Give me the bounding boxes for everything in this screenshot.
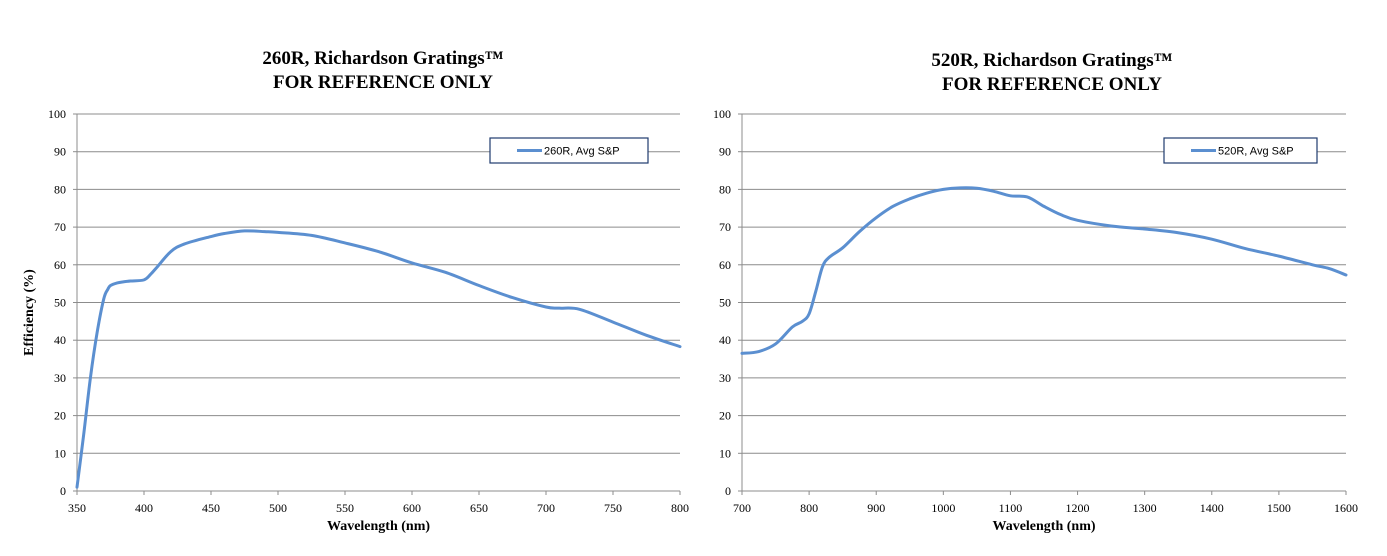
y-tick-label: 80 <box>54 182 66 196</box>
x-tick-label: 1500 <box>1267 501 1291 515</box>
x-tick-label: 750 <box>604 501 622 515</box>
x-tick-label: 650 <box>470 501 488 515</box>
y-tick-label: 0 <box>725 484 731 498</box>
y-tick-label: 80 <box>719 182 731 196</box>
x-tick-label: 1300 <box>1133 501 1157 515</box>
chart-title: 260R, Richardson Gratings™ <box>262 48 503 69</box>
y-tick-label: 90 <box>54 145 66 159</box>
chart-260r: 260R, Richardson Gratings™ FOR REFERENCE … <box>22 48 689 534</box>
legend: 260R, Avg S&P <box>489 137 649 164</box>
x-tick-label: 500 <box>269 501 287 515</box>
x-tick-label: 700 <box>537 501 555 515</box>
y-tick-label: 20 <box>54 409 66 423</box>
y-tick-label: 60 <box>54 258 66 272</box>
chart-subtitle: FOR REFERENCE ONLY <box>942 74 1162 95</box>
x-tick-label: 1600 <box>1334 501 1358 515</box>
y-tick-label: 0 <box>60 484 66 498</box>
x-tick-label: 800 <box>671 501 689 515</box>
x-tick-label: 600 <box>403 501 421 515</box>
y-tick-label: 30 <box>719 371 731 385</box>
y-tick-label: 40 <box>54 333 66 347</box>
y-tick-label: 70 <box>719 220 731 234</box>
legend-box <box>489 137 649 164</box>
y-tick-label: 40 <box>719 333 731 347</box>
y-tick-label: 10 <box>54 446 66 460</box>
legend: 520R, Avg S&P <box>1163 137 1318 164</box>
y-axis-title: Efficiency (%) <box>22 269 37 356</box>
y-tick-label: 100 <box>48 107 66 121</box>
x-tick-label: 800 <box>800 501 818 515</box>
x-tick-label: 1000 <box>931 501 955 515</box>
x-tick-label: 700 <box>733 501 751 515</box>
y-tick-label: 100 <box>713 107 731 121</box>
chart-title: 520R, Richardson Gratings™ <box>931 50 1172 71</box>
x-tick-label: 900 <box>867 501 885 515</box>
y-tick-label: 90 <box>719 145 731 159</box>
x-tick-label: 1400 <box>1200 501 1224 515</box>
y-tick-label: 30 <box>54 371 66 385</box>
series-line <box>75 229 682 489</box>
legend-label: 520R, Avg S&P <box>1218 146 1294 158</box>
y-tick-label: 20 <box>719 409 731 423</box>
legend-box <box>1163 137 1318 164</box>
x-axis-title: Wavelength (nm) <box>327 519 430 534</box>
x-axis-title: Wavelength (nm) <box>992 519 1095 534</box>
x-tick-label: 450 <box>202 501 220 515</box>
x-tick-label: 400 <box>135 501 153 515</box>
y-tick-label: 60 <box>719 258 731 272</box>
x-tick-label: 550 <box>336 501 354 515</box>
x-tick-label: 1100 <box>999 501 1023 515</box>
chart-subtitle: FOR REFERENCE ONLY <box>273 72 493 93</box>
y-tick-label: 70 <box>54 220 66 234</box>
y-tick-label: 50 <box>719 296 731 310</box>
x-tick-label: 1200 <box>1066 501 1090 515</box>
y-tick-label: 10 <box>719 446 731 460</box>
y-tick-label: 50 <box>54 296 66 310</box>
x-tick-label: 350 <box>68 501 86 515</box>
series-line <box>740 186 1348 355</box>
legend-label: 260R, Avg S&P <box>544 146 620 158</box>
chart-520r: 520R, Richardson Gratings™ FOR REFERENCE … <box>713 50 1358 534</box>
